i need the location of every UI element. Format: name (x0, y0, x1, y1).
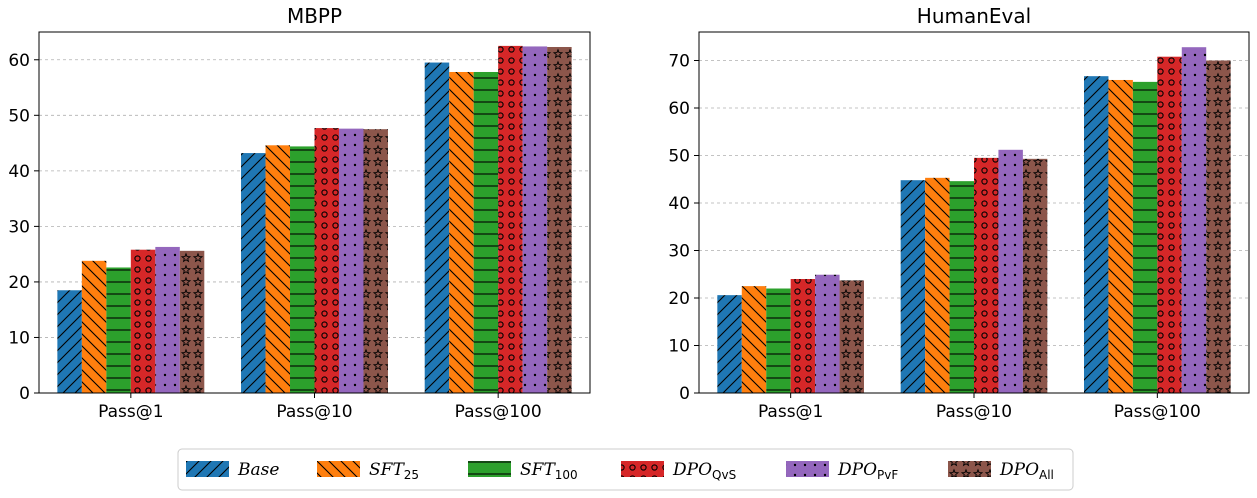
chart-title: MBPP (287, 4, 342, 28)
bar-sft25 (81, 260, 107, 393)
x-tick-label: Pass@100 (1114, 402, 1201, 422)
legend-swatch (317, 461, 360, 477)
bar-base (57, 290, 82, 393)
chart-title: HumanEval (917, 4, 1031, 28)
y-tick-label: 60 (8, 51, 30, 71)
bar-dpopvf (338, 128, 364, 394)
bar-base (717, 295, 742, 393)
bar-dpopvf (815, 274, 840, 393)
bar-dpopvf (1181, 47, 1207, 393)
bar-sft100 (766, 288, 791, 393)
bar-dpopvf (155, 246, 180, 393)
legend-swatch (786, 461, 829, 477)
bar-dpoqvs (1157, 56, 1182, 393)
y-tick-label: 30 (668, 242, 690, 262)
bar-dpoall (839, 280, 864, 393)
bar-sft25 (1108, 79, 1133, 393)
legend-swatch (468, 461, 511, 477)
bar-sft25 (449, 71, 474, 393)
y-tick-label: 10 (668, 337, 690, 357)
legend-swatch (621, 461, 664, 477)
x-tick-label: Pass@1 (98, 402, 163, 422)
legend-label: Base (237, 460, 279, 480)
bar-dpoall (179, 250, 205, 393)
legend-label: DPOQvS (672, 460, 736, 482)
legend-swatch (186, 461, 229, 477)
plot-frame (38, 31, 591, 394)
y-tick-label: 30 (8, 217, 30, 237)
bar-base (241, 153, 266, 393)
x-tick-label: Pass@10 (276, 402, 352, 422)
y-tick-label: 0 (19, 384, 30, 404)
legend-label: DPOPvF (837, 460, 898, 482)
bar-dpoqvs (974, 157, 999, 393)
y-tick-label: 50 (668, 147, 690, 167)
x-tick-label: Pass@1 (758, 402, 823, 422)
bar-dpoqvs (790, 279, 816, 393)
bar-base (900, 180, 926, 393)
bar-dpoall (1206, 60, 1231, 393)
y-tick-label: 70 (668, 52, 690, 72)
bar-sft100 (949, 181, 974, 393)
bar-sft100 (290, 146, 315, 393)
legend-swatch (948, 461, 991, 477)
bar-dpopvf (998, 149, 1023, 393)
legend-label: SFT25 (369, 460, 419, 482)
bar-sft25 (265, 145, 291, 393)
chart-mbpp: 0 10 20 30 40 50 60 Pass@1 Pass@10 Pass@100 MBPP (8, 4, 591, 422)
y-tick-label: 60 (668, 99, 690, 119)
y-tick-label: 10 (8, 328, 30, 348)
bar-dpoall (363, 129, 388, 393)
bar-dpopvf (522, 46, 548, 393)
bar-dpoqvs (498, 45, 523, 394)
y-tick-label: 20 (8, 273, 30, 293)
bar-sft100 (106, 267, 131, 393)
bar-dpoall (1022, 158, 1048, 393)
bar-sft25 (925, 177, 950, 393)
x-tick-label: Pass@100 (455, 402, 542, 422)
y-tick-label: 20 (668, 289, 690, 309)
bar-base (424, 62, 450, 394)
y-tick-label: 0 (679, 384, 690, 404)
bar-sft25 (741, 286, 767, 393)
plot-frame (698, 31, 1250, 394)
bar-dpoall (547, 46, 572, 393)
bar-dpoqvs (314, 128, 339, 393)
y-tick-label: 40 (668, 194, 690, 214)
bar-sft100 (473, 71, 499, 393)
y-tick-label: 50 (8, 106, 30, 126)
x-tick-label: Pass@10 (936, 402, 1012, 422)
bar-dpoqvs (130, 249, 156, 393)
chart-humaneval: 0 10 20 30 40 50 60 70 Pass@1 Pass@10 Pass@100 Huma… (668, 4, 1250, 422)
legend: Base SFT25 SFT100 DPOQvS DPOPvF DPOAll (177, 448, 1074, 491)
legend-label: DPOAll (999, 460, 1054, 482)
legend-label: SFT100 (520, 460, 578, 482)
bar-base (1084, 76, 1109, 394)
y-tick-label: 40 (8, 162, 30, 182)
bar-sft100 (1132, 81, 1158, 393)
